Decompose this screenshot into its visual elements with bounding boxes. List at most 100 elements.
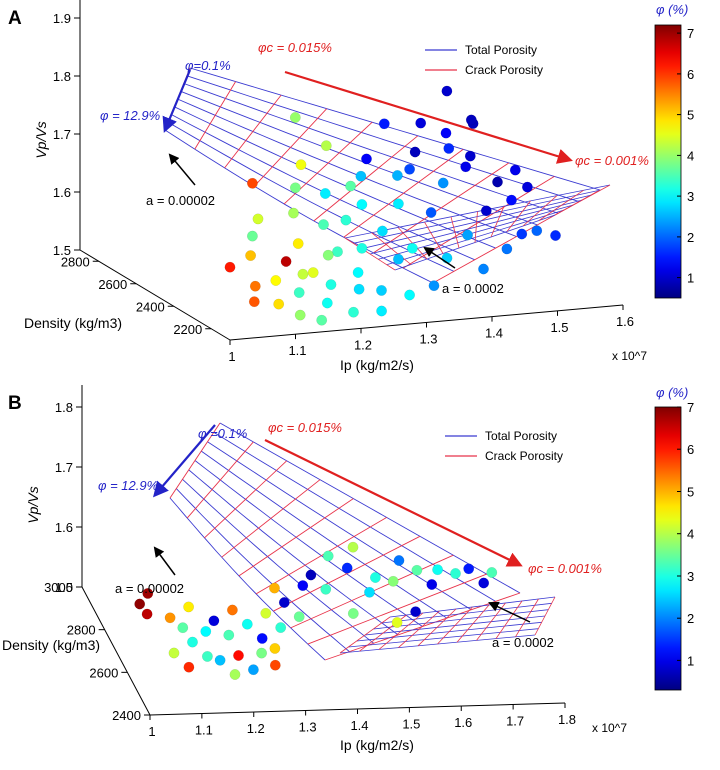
crack-porosity-line bbox=[398, 610, 440, 648]
data-point bbox=[246, 177, 258, 189]
x-multiplier: x 10^7 bbox=[592, 721, 627, 735]
legend-label-crack: Crack Porosity bbox=[485, 449, 563, 463]
data-point bbox=[356, 199, 368, 210]
crack-porosity-line bbox=[373, 162, 510, 254]
data-point bbox=[183, 601, 195, 613]
data-point bbox=[289, 112, 301, 123]
data-point bbox=[201, 650, 213, 662]
total-porosity-line bbox=[182, 478, 375, 644]
data-point bbox=[345, 180, 357, 192]
model-mesh bbox=[169, 422, 556, 661]
data-point bbox=[465, 114, 477, 126]
annotation-a-left: a = 0.00002 bbox=[115, 581, 184, 596]
data-point bbox=[229, 669, 241, 680]
z-tick-label: 1.8 bbox=[55, 400, 73, 415]
colorbar-gradient bbox=[654, 24, 682, 299]
data-point bbox=[478, 577, 490, 589]
data-point bbox=[437, 177, 449, 189]
data-point bbox=[318, 219, 329, 231]
data-point bbox=[393, 555, 405, 566]
data-point bbox=[352, 267, 364, 278]
data-point bbox=[269, 659, 281, 671]
data-point bbox=[223, 629, 235, 641]
data-point bbox=[164, 612, 176, 624]
total-porosity-line bbox=[175, 488, 350, 652]
colorbar-gradient bbox=[654, 406, 682, 691]
data-point bbox=[516, 228, 528, 240]
data-point bbox=[245, 250, 257, 262]
crack-porosity-line bbox=[186, 441, 254, 519]
y-tick-label: 2800 bbox=[61, 254, 90, 269]
x-axis-label: Ip (kg/m2/s) bbox=[340, 357, 414, 373]
data-point bbox=[233, 650, 244, 661]
data-point bbox=[441, 252, 453, 264]
annotation-phi-bottom: φ = 12.9% bbox=[98, 478, 158, 493]
x-tick-label: 1.7 bbox=[506, 714, 524, 729]
data-point bbox=[273, 298, 285, 310]
total-porosity-line bbox=[189, 67, 601, 191]
y-tick-label: 2400 bbox=[136, 299, 165, 314]
colorbar-tick-label: 3 bbox=[687, 189, 694, 204]
data-point bbox=[332, 246, 343, 258]
panel-label: B bbox=[8, 393, 22, 414]
data-point bbox=[288, 207, 299, 219]
x-tick-label: 1 bbox=[228, 349, 235, 364]
data-point bbox=[307, 267, 319, 279]
data-point bbox=[391, 617, 403, 628]
total-porosity-line bbox=[183, 83, 559, 214]
data-point bbox=[347, 608, 359, 619]
z-tick-label: 1.7 bbox=[53, 127, 71, 142]
data-point bbox=[320, 140, 332, 152]
data-points bbox=[224, 85, 561, 326]
x-tick-label: 1.6 bbox=[616, 314, 634, 329]
colorbar-tick-label: 1 bbox=[687, 653, 694, 668]
data-point bbox=[415, 117, 427, 129]
data-point bbox=[443, 142, 455, 154]
crack-porosity-line bbox=[253, 108, 328, 187]
data-point bbox=[341, 562, 353, 574]
data-point bbox=[376, 225, 388, 237]
data-point bbox=[200, 625, 212, 637]
colorbar: 1 2 3 4 5 6 7 bbox=[654, 400, 694, 691]
crack-porosity-line bbox=[307, 573, 487, 645]
colorbar-tick-label: 5 bbox=[687, 485, 694, 500]
total-porosity-line bbox=[171, 114, 475, 261]
data-point bbox=[425, 207, 437, 218]
data-point bbox=[224, 261, 236, 273]
y-tick-label: 2800 bbox=[67, 623, 96, 638]
crack-porosity-line bbox=[194, 81, 236, 150]
x-tick-label: 1.3 bbox=[419, 332, 437, 347]
data-point bbox=[141, 608, 153, 620]
data-point bbox=[392, 198, 404, 210]
data-point bbox=[247, 664, 259, 676]
data-point bbox=[325, 279, 337, 291]
data-point bbox=[348, 306, 359, 318]
annotation-arrow bbox=[488, 601, 531, 623]
data-point bbox=[214, 654, 226, 666]
data-point bbox=[134, 598, 146, 610]
axis-ticks: 1 1.1 1.2 1.3 1.4 1.5 1.622002400260028001.51.… bbox=[53, 11, 634, 364]
x-tick-label: 1.3 bbox=[299, 720, 317, 735]
colorbar-tick-label: 4 bbox=[687, 527, 694, 542]
legend: Total Porosity Crack Porosity bbox=[425, 43, 543, 77]
data-point bbox=[256, 647, 268, 659]
data-point bbox=[411, 564, 423, 576]
annotation-arrows bbox=[152, 424, 531, 623]
crack-porosity-line bbox=[273, 535, 421, 612]
data-point bbox=[142, 587, 154, 599]
annotation-a-right: a = 0.0002 bbox=[442, 281, 504, 296]
data-point bbox=[183, 661, 195, 673]
data-point bbox=[521, 181, 533, 193]
colorbar-tick-label: 5 bbox=[687, 108, 694, 123]
annotation-arrow bbox=[264, 439, 523, 567]
data-point bbox=[241, 618, 253, 630]
data-point bbox=[226, 604, 238, 616]
data-point bbox=[280, 256, 292, 267]
x-tick-label: 1 bbox=[148, 724, 155, 739]
data-point bbox=[319, 188, 331, 199]
data-point bbox=[501, 243, 513, 255]
data-point bbox=[460, 161, 472, 173]
z-axis-label: Vp/Vs bbox=[33, 121, 49, 158]
annotation-phic-left: φc = 0.015% bbox=[258, 40, 332, 55]
data-point bbox=[441, 85, 453, 97]
